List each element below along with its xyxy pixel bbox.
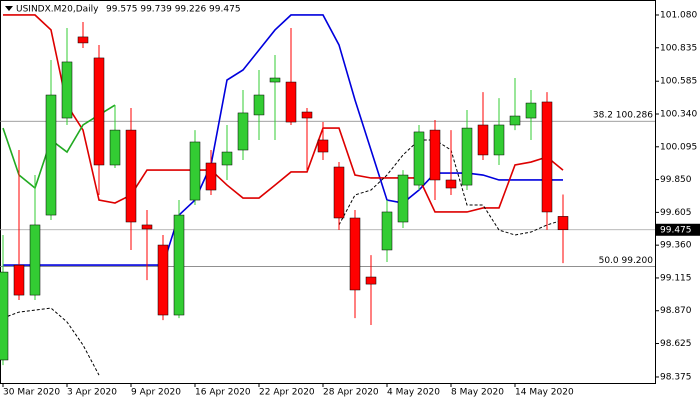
x-tick-label: 22 Apr 2020: [259, 388, 315, 398]
candle-body: [253, 94, 265, 116]
menu-arrow: [5, 6, 13, 11]
candle-body: [301, 111, 313, 119]
candle-body: [493, 124, 505, 156]
candle-body: [413, 131, 425, 186]
y-tick-label: 99.850: [660, 175, 692, 185]
candle-body: [317, 139, 329, 153]
x-tick-label: 16 Apr 2020: [195, 388, 251, 398]
candle-body: [445, 179, 457, 189]
y-tick-label: 100.835: [660, 43, 697, 53]
candle-body: [29, 224, 41, 296]
y-tick-label: 99.115: [660, 273, 692, 283]
x-tick-label: 30 Mar 2020: [3, 388, 60, 398]
candle-body: [365, 276, 377, 285]
candle-body: [109, 129, 121, 166]
y-tick-label: 100.585: [660, 77, 697, 87]
y-tick-label: 100.095: [660, 142, 697, 152]
y-tick-label: 98.625: [660, 339, 692, 349]
x-tick-label: 3 Apr 2020: [67, 388, 117, 398]
x-tick-label: 14 May 2020: [515, 388, 574, 398]
candle-body: [349, 217, 361, 291]
candle-body: [157, 244, 169, 316]
candle-body: [525, 102, 537, 119]
candle-body: [189, 141, 201, 201]
candle-body: [77, 36, 89, 44]
candle-body: [269, 77, 281, 83]
y-tick-label: 101.080: [660, 10, 697, 20]
y-tick-label: 99.360: [660, 241, 692, 251]
candle-body: [541, 101, 553, 213]
level-label: 38.2 100.286: [593, 111, 653, 121]
candle-body: [61, 61, 73, 119]
y-tick-label: 100.340: [660, 110, 697, 120]
candle-body: [397, 174, 409, 223]
level-label: 50.0 99.200: [599, 256, 654, 266]
candle-body: [285, 81, 297, 123]
candle-body: [429, 129, 441, 181]
candle-body: [461, 127, 473, 186]
chart-title: USINDX.M20,Daily: [16, 5, 99, 15]
candle-body: [221, 151, 233, 166]
candle-body: [477, 124, 489, 156]
candle-body: [509, 115, 521, 126]
candle-body: [237, 112, 249, 151]
x-tick-label: 9 Apr 2020: [131, 388, 181, 398]
x-tick-label: 28 Apr 2020: [323, 388, 379, 398]
candle-body: [13, 264, 25, 296]
ohlc-header: 99.575 99.739 99.226 99.475: [106, 5, 241, 15]
y-tick-label: 98.375: [660, 372, 692, 382]
candle-body: [205, 162, 217, 191]
candle-body: [125, 129, 137, 223]
last-price-label: 99.475: [660, 225, 692, 235]
indicator-line: [3, 14, 564, 213]
x-tick-label: 8 May 2020: [451, 388, 504, 398]
x-tick-label: 4 May 2020: [387, 388, 440, 398]
y-tick-label: 98.870: [660, 306, 692, 316]
candle-body: [173, 214, 185, 316]
y-tick-label: 99.605: [660, 208, 692, 218]
candle-body: [141, 224, 153, 230]
candle-body: [557, 216, 569, 231]
candle-body: [333, 166, 345, 219]
last-price-tag: [655, 223, 700, 236]
candle-body: [93, 57, 105, 166]
candle-body: [45, 94, 57, 216]
candle-body: [381, 211, 393, 251]
candle-body: [0, 271, 9, 361]
